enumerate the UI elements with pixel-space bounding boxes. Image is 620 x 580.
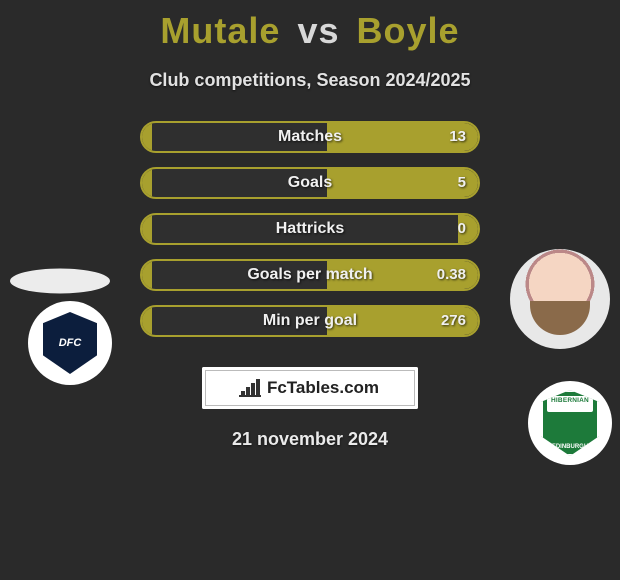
stat-value-right: 13	[449, 123, 466, 151]
stat-label: Goals	[142, 169, 478, 197]
stat-value-right: 0	[458, 215, 466, 243]
stat-row-hattricks: Hattricks 0	[140, 213, 480, 245]
title-vs: vs	[297, 10, 339, 51]
stat-label: Min per goal	[142, 307, 478, 335]
title-player1: Mutale	[160, 10, 280, 51]
crest-bottom-text: EDINBURGH	[543, 444, 597, 450]
player1-avatar	[10, 269, 110, 294]
stat-value-right: 5	[458, 169, 466, 197]
player2-club-crest: EDINBURGH	[528, 381, 612, 465]
player2-avatar	[510, 249, 610, 349]
stat-rows: Matches 13 Goals 5 Hattricks 0 Goals per…	[140, 121, 480, 351]
player1-club-crest	[28, 301, 112, 385]
stat-row-gpm: Goals per match 0.38	[140, 259, 480, 291]
stat-value-right: 0.38	[437, 261, 466, 289]
subtitle: Club competitions, Season 2024/2025	[0, 70, 620, 91]
stat-row-matches: Matches 13	[140, 121, 480, 153]
page-title: Mutale vs Boyle	[0, 0, 620, 52]
crest-shield	[43, 312, 97, 374]
crest-shield: EDINBURGH	[541, 390, 599, 456]
avatar-beard	[530, 301, 590, 335]
stat-row-mpg: Min per goal 276	[140, 305, 480, 337]
stat-label: Goals per match	[142, 261, 478, 289]
stat-label: Hattricks	[142, 215, 478, 243]
stat-label: Matches	[142, 123, 478, 151]
stat-row-goals: Goals 5	[140, 167, 480, 199]
stat-value-right: 276	[441, 307, 466, 335]
title-player2: Boyle	[357, 10, 460, 51]
bar-chart-icon	[241, 379, 261, 397]
watermark: FcTables.com	[202, 367, 418, 409]
watermark-text: FcTables.com	[267, 378, 379, 398]
date-text: 21 november 2024	[0, 429, 620, 450]
comparison-arena: EDINBURGH Matches 13 Goals 5 Hattricks 0	[0, 121, 620, 361]
